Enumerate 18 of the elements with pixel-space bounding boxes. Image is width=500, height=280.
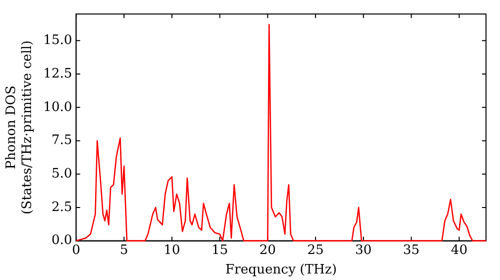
x-tick-label: 35 xyxy=(403,242,420,258)
x-tick-label: 0 xyxy=(72,242,80,258)
x-tick-label: 25 xyxy=(307,242,324,258)
y-tick-label: 10.0 xyxy=(43,100,72,115)
x-tick-label: 10 xyxy=(164,242,180,258)
y-tick-label: 12.5 xyxy=(43,66,72,82)
x-tick-label: 20 xyxy=(259,242,276,258)
y-tick-label: 2.5 xyxy=(51,200,72,215)
x-tick-label: 40 xyxy=(450,242,468,258)
x-tick-label: 5 xyxy=(120,242,128,258)
y-axis-title: Phonon DOS (States/THz·primitive cell) xyxy=(4,40,35,214)
y-tick-label: 7.5 xyxy=(51,133,72,148)
y-tick-label: 0.0 xyxy=(51,233,72,248)
y-tick-label: 15.0 xyxy=(43,33,72,48)
x-tick-label: 15 xyxy=(212,242,228,258)
y-tick-label: 5.0 xyxy=(51,166,72,182)
x-tick-label: 30 xyxy=(355,242,372,258)
x-axis-title: Frequency (THz) xyxy=(225,262,337,278)
